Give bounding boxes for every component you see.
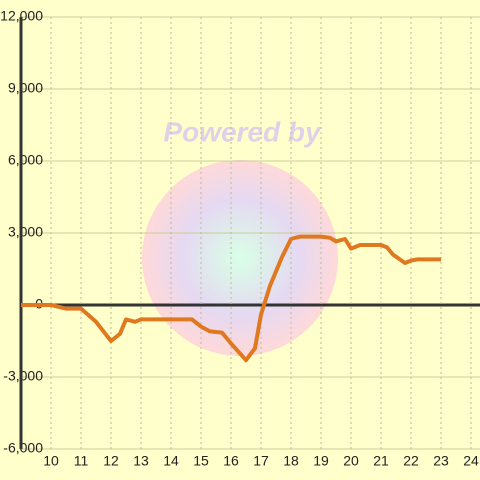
x-tick-label: 19 xyxy=(313,453,329,469)
x-tick-label: 13 xyxy=(133,453,149,469)
x-tick-label: 23 xyxy=(433,453,449,469)
y-tick-label: 6,000 xyxy=(8,152,43,168)
y-tick-label: 3,000 xyxy=(8,224,43,240)
x-tick-label: 11 xyxy=(74,453,89,469)
x-tick-label: 10 xyxy=(43,453,59,469)
x-tick-label: 22 xyxy=(403,453,419,469)
x-tick-label: 12 xyxy=(103,453,119,469)
y-tick-label: 9,000 xyxy=(8,80,43,96)
x-tick-label: 17 xyxy=(253,453,269,469)
y-tick-label: -3,000 xyxy=(3,368,43,384)
x-tick-label: 21 xyxy=(373,453,389,469)
y-tick-label: 12,000 xyxy=(0,8,43,24)
line xyxy=(21,234,441,363)
watermark-logo xyxy=(142,160,338,356)
watermark: Powered by xyxy=(163,116,322,147)
x-tick-label: 15 xyxy=(193,453,209,469)
y-tick-label: -6,000 xyxy=(3,440,43,456)
x-tick-label: 16 xyxy=(223,453,239,469)
x-tick-label: 18 xyxy=(283,453,299,469)
x-tick-label: 24 xyxy=(463,453,479,469)
x-tick-label: 14 xyxy=(163,453,179,469)
x-tick-label: 20 xyxy=(343,453,359,469)
